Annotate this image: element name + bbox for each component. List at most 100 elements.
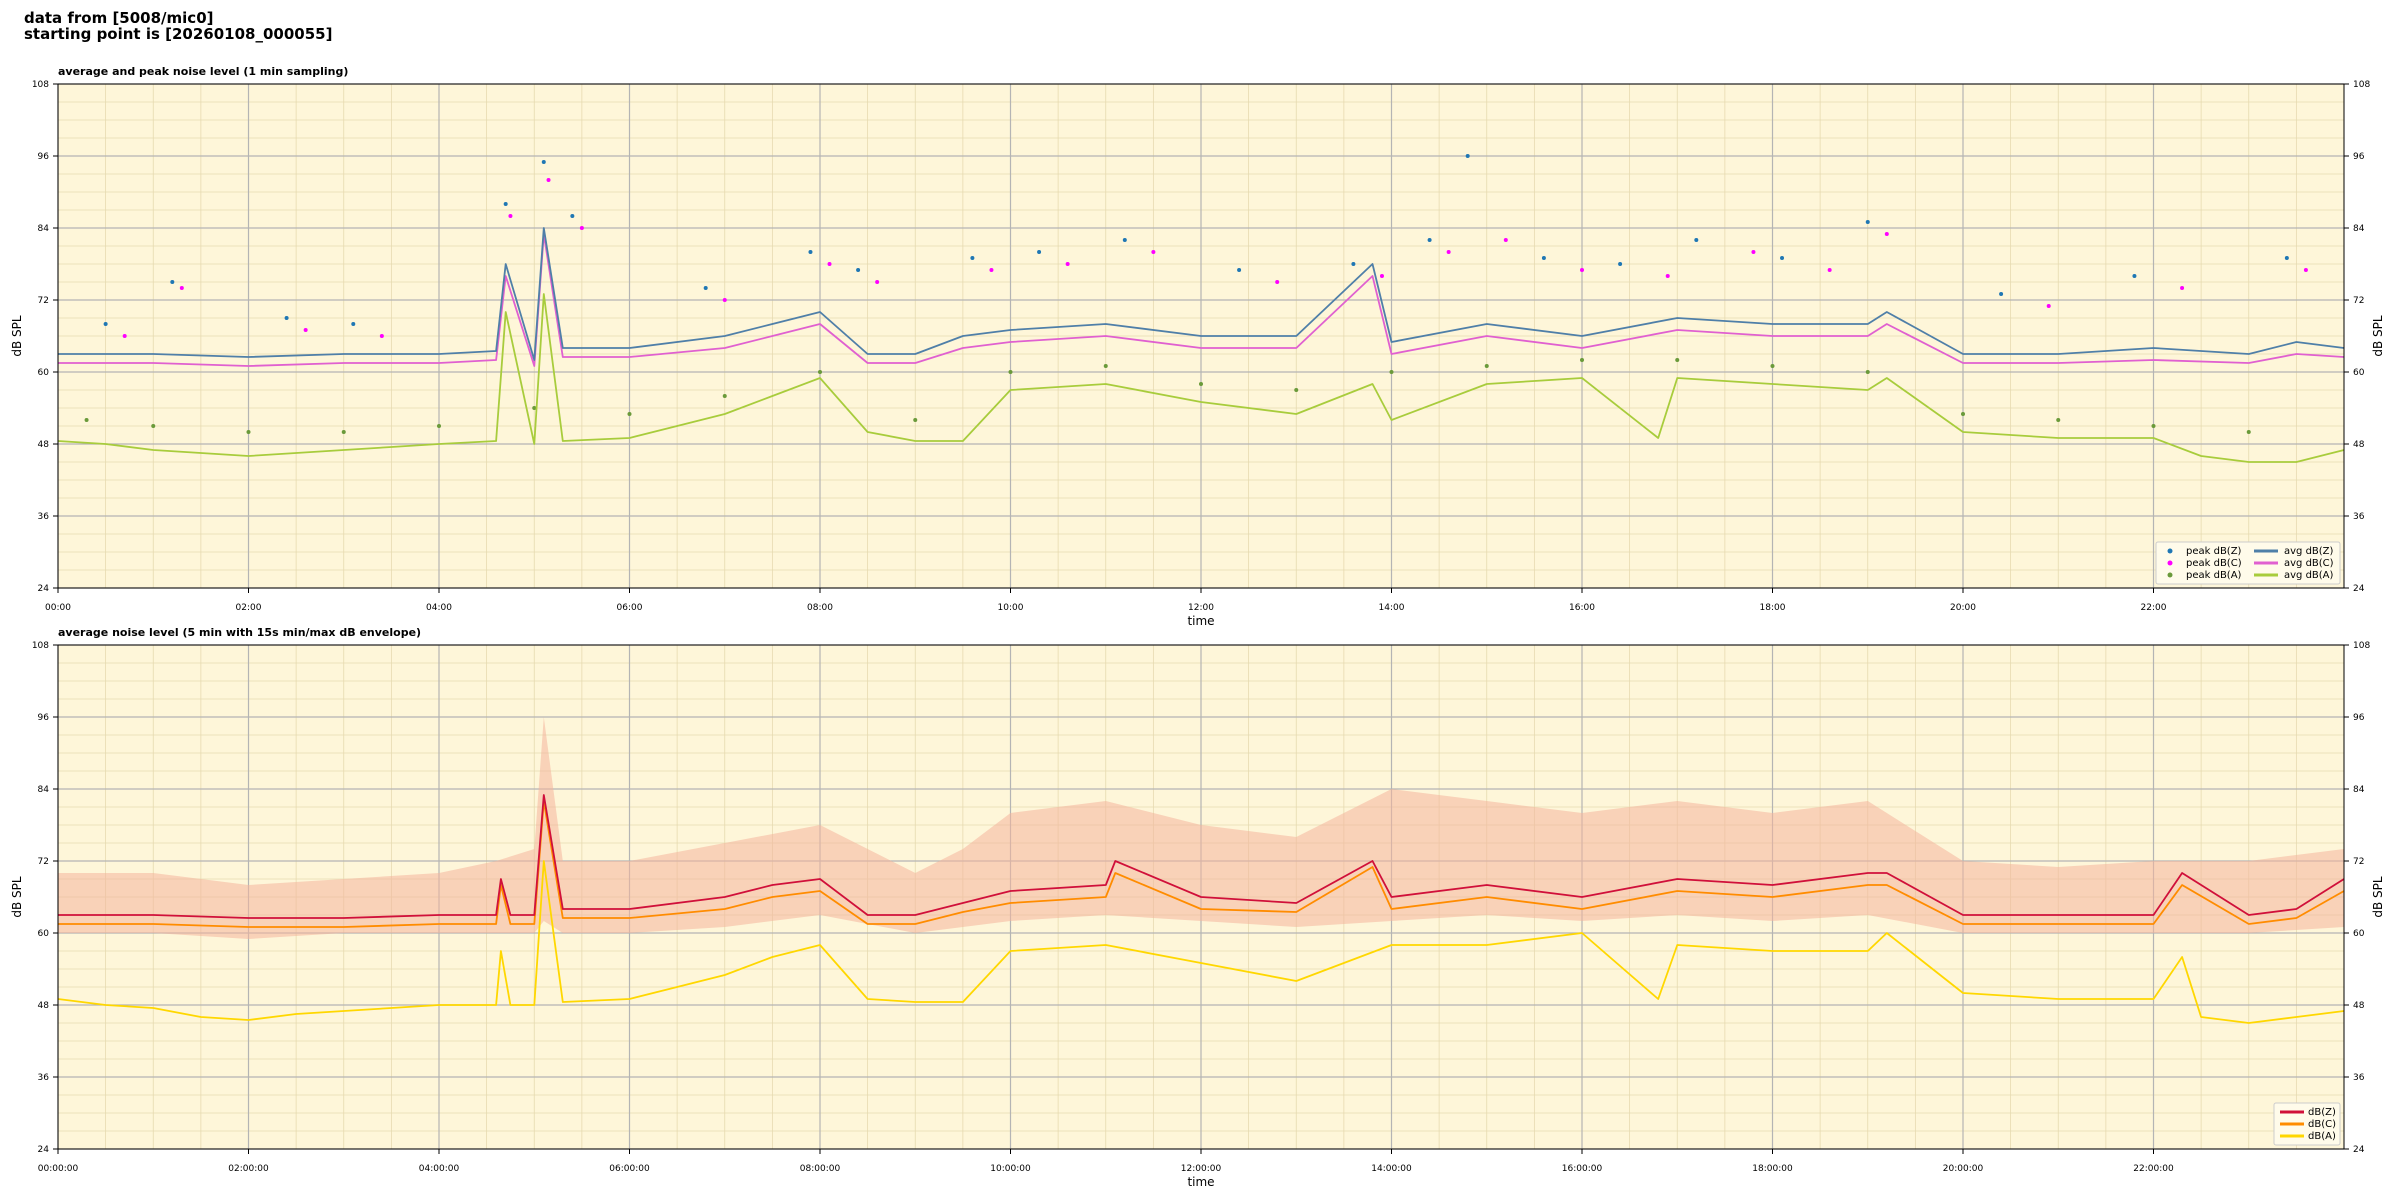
- scatter-point-peak-db-c: [722, 298, 727, 302]
- scatter-point-peak-db-z: [970, 256, 975, 260]
- legend-label: dB(C): [2308, 1119, 2336, 1130]
- y-tick-label: 96: [2353, 152, 2365, 162]
- scatter-point-peak-db-c: [2180, 286, 2185, 290]
- y-tick-label: 84: [2353, 785, 2365, 795]
- scatter-point-peak-db-z: [1122, 238, 1127, 242]
- series-line-db-c: [58, 800, 2345, 928]
- scatter-point-peak-db-a: [1580, 358, 1584, 362]
- x-tick-label: 04:00: [426, 603, 452, 613]
- x-axis-label: time: [1187, 1175, 1214, 1189]
- scatter-point-peak-db-c: [1751, 250, 1756, 254]
- scatter-point-peak-db-z: [1427, 238, 1432, 242]
- x-tick-label: 00:00:00: [38, 1164, 79, 1174]
- y-tick-label: 60: [38, 368, 50, 378]
- scatter-point-peak-db-c: [1884, 232, 1889, 236]
- legend: peak dB(Z)peak dB(C)peak dB(A)avg dB(Z)a…: [2155, 541, 2341, 585]
- y-tick-label: 48: [38, 440, 50, 450]
- x-tick-label: 06:00:00: [609, 1164, 650, 1174]
- scatter-point-peak-db-c: [2046, 304, 2051, 308]
- scatter-point-peak-db-c: [508, 214, 513, 218]
- y-tick-label: 96: [2353, 713, 2365, 723]
- scatter-point-peak-db-c: [989, 268, 994, 272]
- scatter-point-peak-db-a: [2246, 430, 2251, 434]
- legend-label: avg dB(Z): [2284, 546, 2334, 557]
- scatter-point-peak-db-a: [437, 424, 441, 428]
- scatter-point-peak-db-z: [284, 316, 289, 320]
- y-tick-label: 48: [38, 1001, 50, 1011]
- legend-label: peak dB(C): [2186, 558, 2242, 569]
- x-tick-label: 14:00:00: [1371, 1164, 1412, 1174]
- header-start-line: starting point is [20260108_000055]: [24, 25, 333, 43]
- scatter-point-peak-db-z: [1541, 256, 1546, 260]
- scatter-point-peak-db-c: [1827, 268, 1832, 272]
- scatter-point-peak-db-z: [541, 160, 546, 164]
- scatter-point-peak-db-z: [351, 322, 356, 326]
- scatter-point-peak-db-c: [179, 286, 184, 290]
- x-tick-label: 20:00: [1950, 603, 1976, 613]
- scatter-point-peak-db-a: [1961, 412, 1965, 416]
- x-axis-label: time: [1187, 614, 1214, 628]
- scatter-point-peak-db-a: [818, 370, 822, 374]
- x-tick-label: 06:00: [617, 603, 643, 613]
- scatter-point-peak-db-z: [703, 286, 708, 290]
- scatter-point-peak-db-c: [1665, 274, 1670, 278]
- scatter-point-peak-db-c: [2303, 268, 2308, 272]
- scatter-point-peak-db-a: [1294, 388, 1299, 392]
- scatter-point-peak-db-c: [1379, 274, 1384, 278]
- y-tick-label: 84: [2353, 224, 2365, 234]
- legend-label: dB(A): [2308, 1131, 2336, 1142]
- y-tick-label: 36: [2353, 512, 2365, 522]
- scatter-point-peak-db-z: [1865, 220, 1870, 224]
- x-tick-label: 16:00: [1569, 603, 1595, 613]
- scatter-point-peak-db-c: [1275, 280, 1280, 284]
- legend-label: peak dB(A): [2186, 570, 2242, 581]
- scatter-point-peak-db-a: [913, 418, 918, 422]
- y-tick-label: 60: [2353, 368, 2365, 378]
- scatter-point-peak-db-c: [546, 178, 551, 182]
- chart-title: average and peak noise level (1 min samp…: [58, 65, 348, 78]
- x-tick-label: 14:00: [1379, 603, 1405, 613]
- scatter-point-peak-db-c: [1503, 238, 1508, 242]
- scatter-point-peak-db-c: [122, 334, 127, 338]
- scatter-point-peak-db-a: [2056, 418, 2061, 422]
- y-axis-label-left: dB SPL: [10, 315, 24, 357]
- scatter-point-peak-db-a: [1103, 364, 1108, 368]
- series-line-db-z: [58, 794, 2345, 919]
- scatter-point-peak-db-z: [1694, 238, 1699, 242]
- x-tick-label: 18:00:00: [1752, 1164, 1793, 1174]
- x-tick-label: 02:00:00: [228, 1164, 269, 1174]
- scatter-point-peak-db-a: [1389, 370, 1394, 374]
- legend-marker: [2167, 560, 2173, 566]
- scatter-point-peak-db-c: [1580, 268, 1584, 272]
- scatter-point-peak-db-z: [1999, 292, 2004, 296]
- scatter-point-peak-db-a: [1484, 364, 1489, 368]
- legend-label: dB(Z): [2308, 1107, 2336, 1118]
- x-tick-label: 02:00: [236, 603, 262, 613]
- y-tick-label: 60: [38, 929, 50, 939]
- y-tick-label: 96: [38, 713, 50, 723]
- scatter-point-peak-db-c: [875, 280, 880, 284]
- series-line-avg-db-z: [58, 227, 2345, 361]
- scatter-point-peak-db-a: [1675, 358, 1680, 362]
- page-header: data from [5008/mic0] starting point is …: [24, 10, 332, 42]
- y-tick-label: 108: [32, 641, 49, 651]
- scatter-point-peak-db-a: [2151, 424, 2156, 428]
- y-axis-label-right: dB SPL: [2371, 876, 2385, 918]
- series-line-avg-db-a: [57, 293, 2345, 463]
- x-tick-label: 20:00:00: [1943, 1164, 1984, 1174]
- scatter-point-peak-db-c: [379, 334, 384, 338]
- scatter-point-peak-db-c: [1446, 250, 1451, 254]
- y-tick-label: 36: [38, 1073, 50, 1083]
- y-tick-label: 72: [2353, 296, 2364, 306]
- y-tick-label: 48: [2353, 1001, 2365, 1011]
- y-tick-label: 36: [2353, 1073, 2365, 1083]
- y-tick-label: 24: [38, 584, 50, 594]
- y-tick-label: 48: [2353, 440, 2365, 450]
- y-tick-label: 24: [38, 1145, 50, 1155]
- legend-box: [2155, 541, 2341, 585]
- scatter-point-peak-db-c: [1065, 262, 1070, 266]
- envelope-band: [58, 717, 2344, 939]
- x-tick-label: 04:00:00: [419, 1164, 460, 1174]
- y-tick-label: 84: [38, 785, 50, 795]
